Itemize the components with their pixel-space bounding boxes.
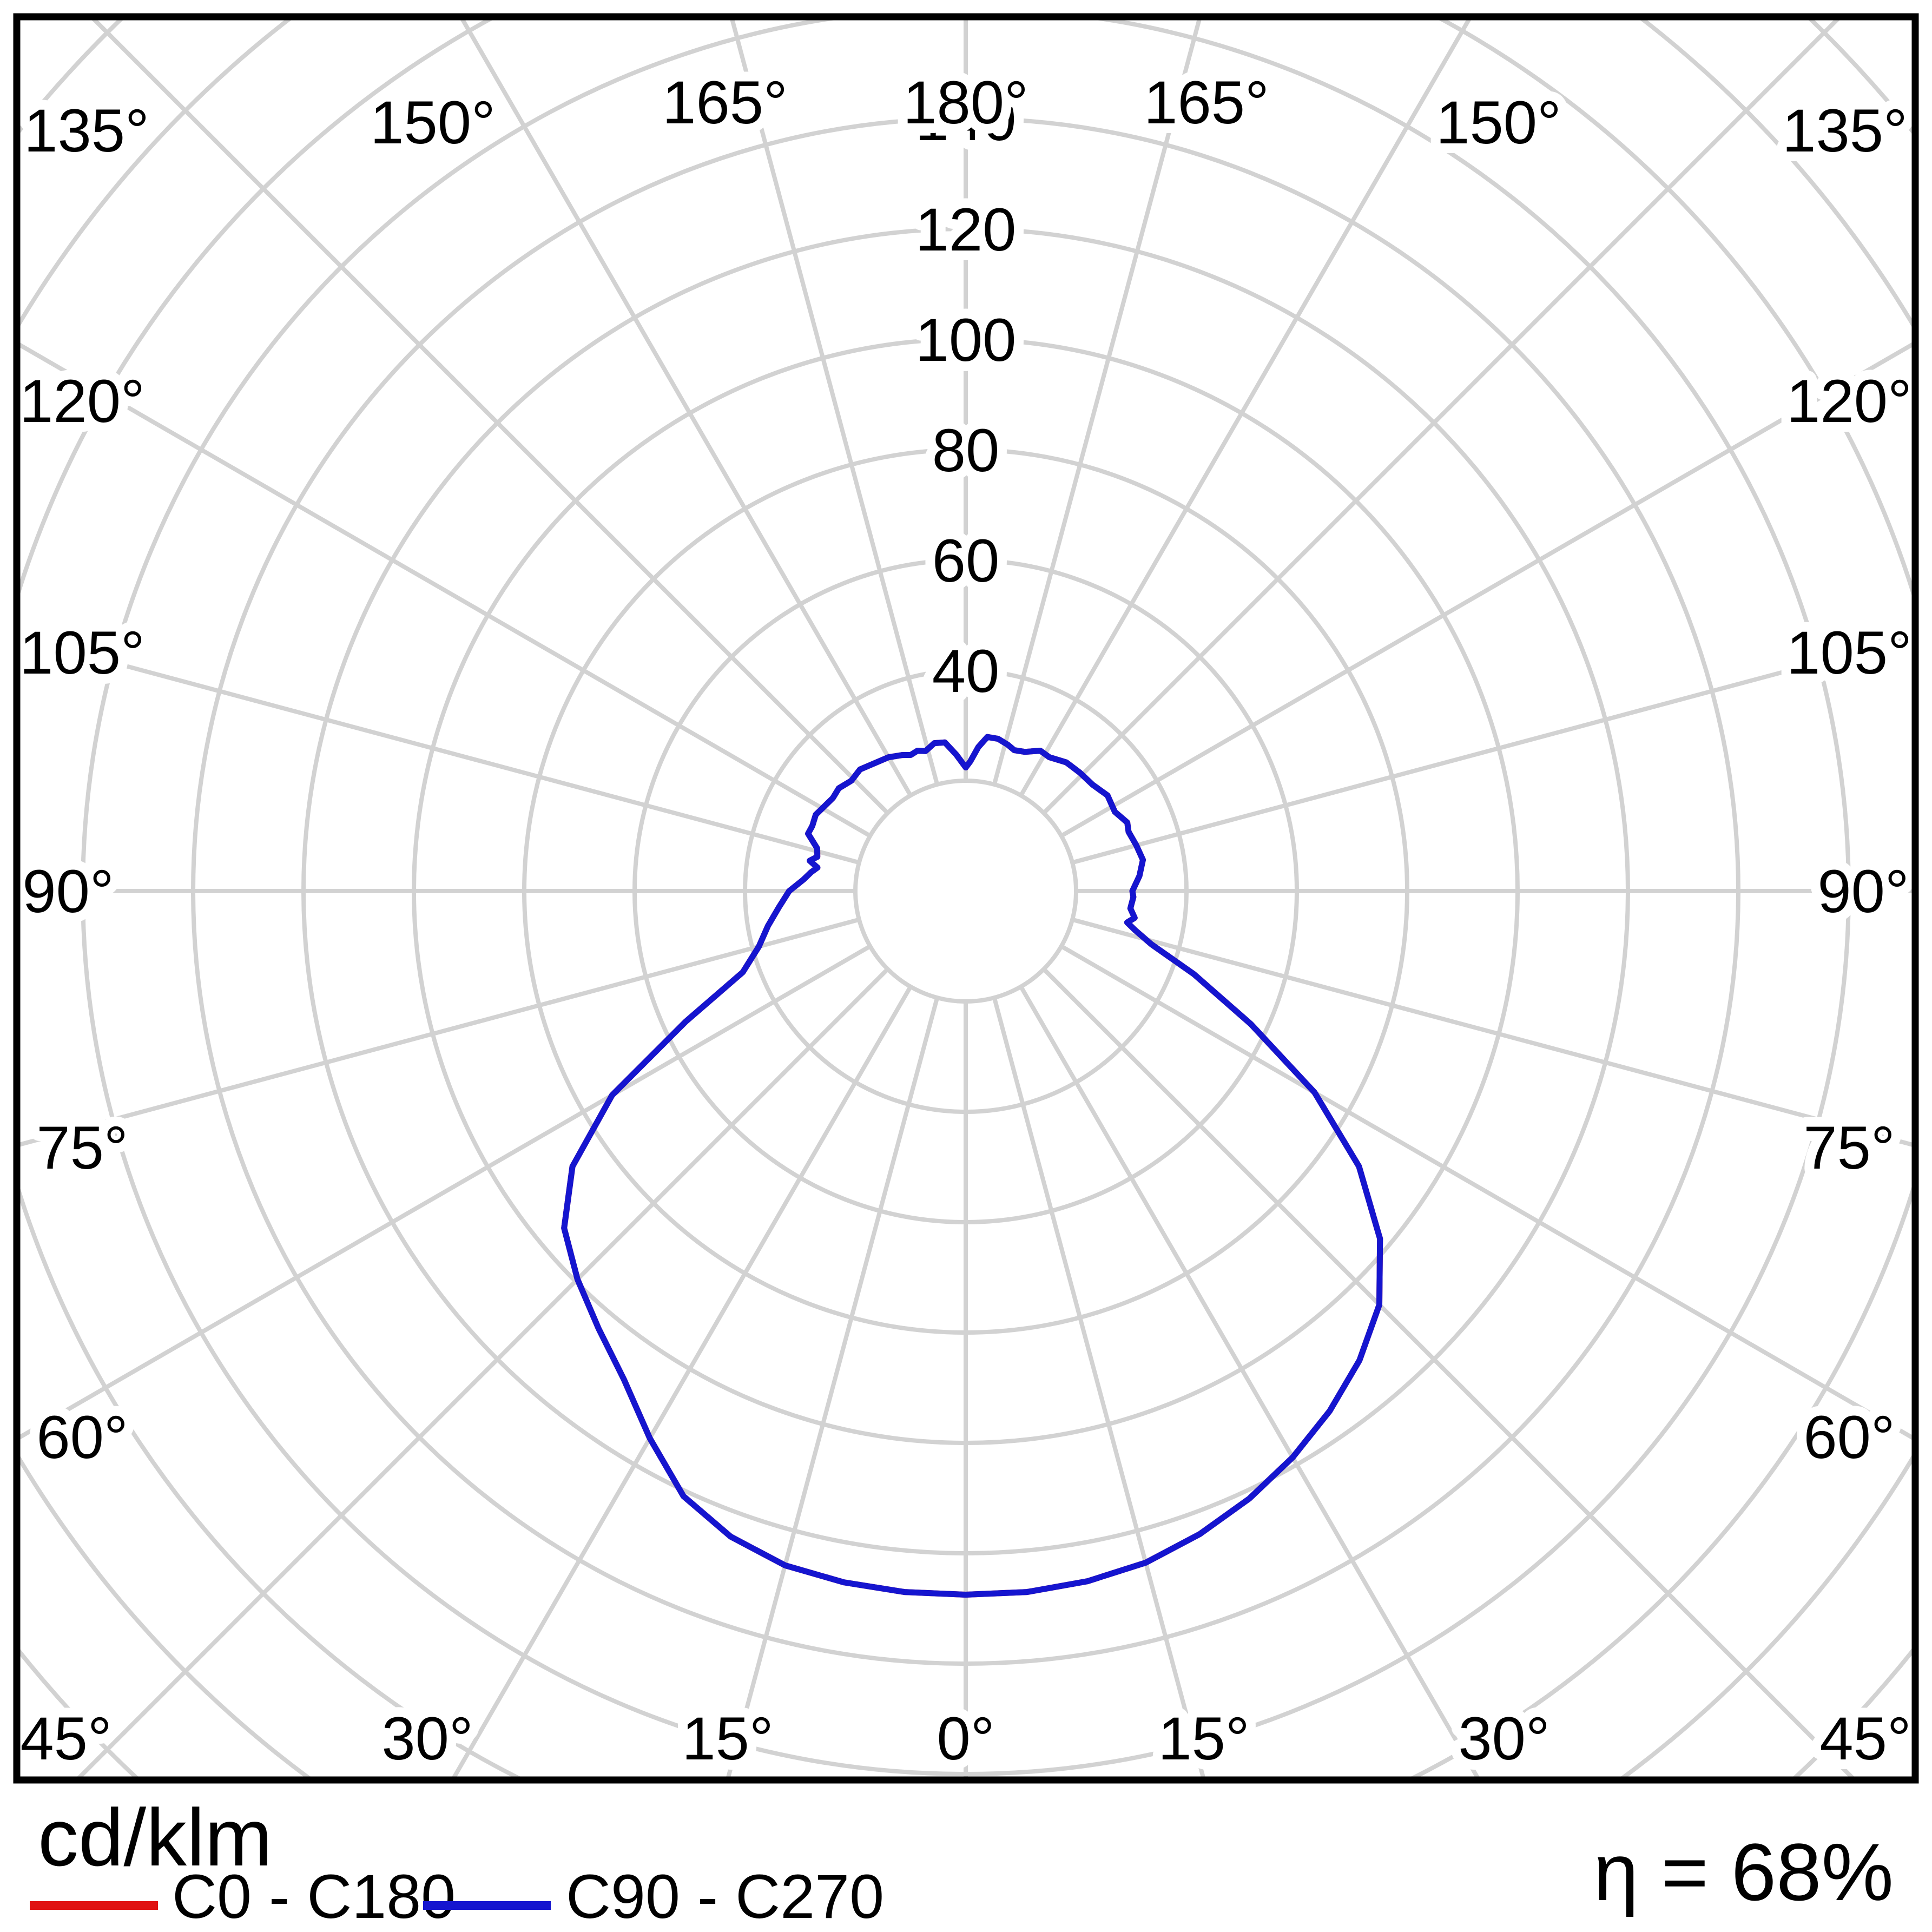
- angle-tick-label: 45°: [20, 1705, 111, 1772]
- grid-spoke: [458, 17, 913, 797]
- grid-spoke: [1072, 917, 1915, 1148]
- radial-tick-label: 60: [932, 527, 1000, 595]
- grid-spoke: [1042, 17, 1843, 815]
- grid-spoke: [992, 997, 1206, 1780]
- angle-tick-label: 45°: [1819, 1705, 1911, 1772]
- grid-spoke: [17, 917, 860, 1148]
- grid-spoke: [88, 17, 889, 815]
- grid-spoke: [992, 17, 1203, 785]
- curve-c0-c180: [561, 734, 1383, 1598]
- angle-tick-label: 90°: [22, 858, 114, 925]
- axis-labels: 40 60 80 100 120 140 135° 150° 165° 180° 165° 150° 1…: [10, 59, 1922, 1782]
- grid-spoke: [1072, 634, 1915, 865]
- angle-tick-label: 15°: [1158, 1705, 1249, 1772]
- grid-spoke: [450, 985, 913, 1780]
- angle-tick-label: 165°: [662, 69, 788, 136]
- grid-spoke: [17, 944, 872, 1442]
- grid-spoke: [729, 17, 940, 785]
- angle-tick-label: 75°: [36, 1114, 128, 1182]
- plot-border: [13, 13, 1919, 1784]
- grid-spoke: [1060, 340, 1915, 838]
- legend-label-c90-c270: C90 - C270: [566, 1862, 884, 1931]
- angle-tick-label: 135°: [24, 97, 149, 164]
- angle-tick-label: 105°: [1786, 619, 1912, 687]
- angle-tick-label: 75°: [1803, 1114, 1895, 1182]
- grid-spoke: [17, 634, 860, 865]
- grid-spoke: [17, 340, 872, 838]
- efficiency-label: η = 68%: [1593, 1827, 1894, 1917]
- angle-tick-label: 90°: [1817, 858, 1909, 925]
- angle-tick-label: 180°: [903, 69, 1028, 136]
- angle-tick-label: 105°: [19, 619, 145, 687]
- radial-tick-label: 140: [915, 85, 1017, 153]
- angle-tick-label: 15°: [682, 1705, 773, 1772]
- grid-spoke: [1060, 944, 1915, 1442]
- grid-spoke: [1019, 985, 1482, 1780]
- radial-tick-label: 120: [915, 196, 1017, 263]
- angle-tick-label: 120°: [1786, 367, 1912, 435]
- grid-spoke: [1042, 967, 1858, 1780]
- angle-tick-label: 0°: [937, 1705, 994, 1772]
- grid-spoke: [74, 967, 889, 1780]
- angle-tick-label: 135°: [1782, 97, 1908, 164]
- angle-tick-label: 165°: [1144, 69, 1269, 136]
- radial-tick-label: 40: [932, 637, 1000, 705]
- angle-tick-label: 30°: [1458, 1705, 1549, 1772]
- angle-tick-label: 150°: [1436, 89, 1561, 156]
- units-label: cd/klm: [38, 1792, 272, 1883]
- grid-circle: [853, 779, 1078, 1004]
- angle-tick-label: 150°: [370, 89, 496, 156]
- angle-tick-label: 30°: [381, 1705, 473, 1772]
- curve-c90-c270: [561, 734, 1383, 1598]
- intensity-curves: [561, 734, 1383, 1598]
- angle-tick-label: 120°: [19, 367, 145, 435]
- grid-spoke: [1019, 17, 1473, 797]
- angle-tick-label: 60°: [36, 1403, 128, 1471]
- angle-tick-label: 60°: [1803, 1403, 1895, 1471]
- radial-tick-label: 80: [932, 417, 1000, 484]
- grid-spoke: [725, 997, 940, 1780]
- legend-label-c0-c180: C0 - C180: [172, 1862, 456, 1931]
- radial-tick-label: 100: [915, 306, 1017, 374]
